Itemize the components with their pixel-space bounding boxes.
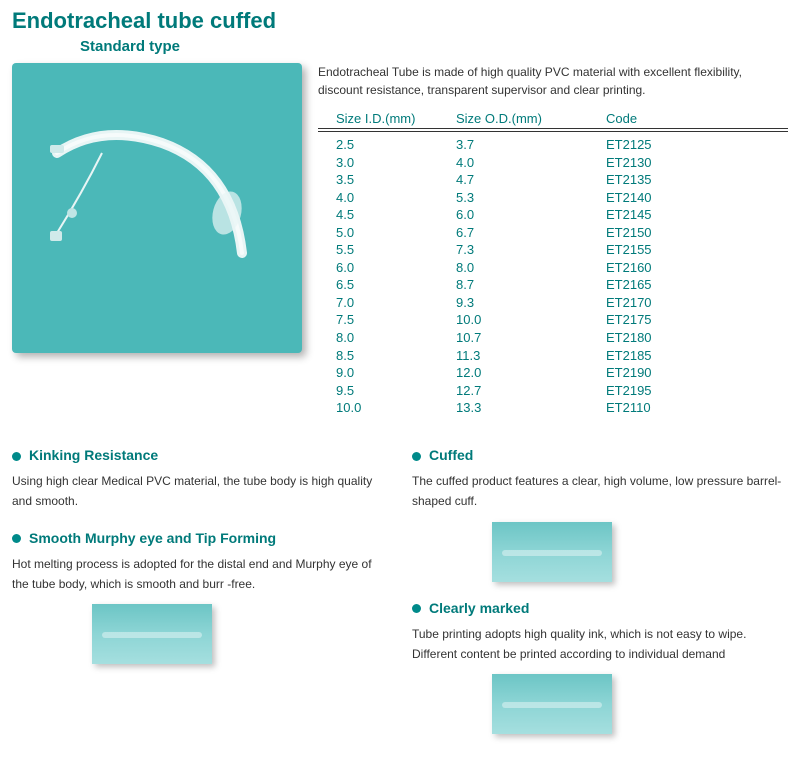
feature-block: Clearly marked Tube printing adopts high … — [412, 600, 788, 735]
table-row: 3.54.7ET2135 — [318, 171, 788, 189]
cell-code: ET2195 — [578, 382, 698, 400]
cell-code: ET2110 — [578, 399, 698, 417]
cell-code: ET2185 — [578, 347, 698, 365]
feature-block: Smooth Murphy eye and Tip Forming Hot mel… — [12, 530, 388, 665]
cell-code: ET2175 — [578, 311, 698, 329]
cell-code: ET2190 — [578, 364, 698, 382]
table-body: 2.53.7ET21253.04.0ET21303.54.7ET21354.05… — [318, 132, 788, 417]
feature-thumbnail — [492, 674, 612, 734]
cell-id: 6.5 — [318, 276, 448, 294]
feature-title: Smooth Murphy eye and Tip Forming — [12, 530, 388, 546]
cell-od: 12.7 — [448, 382, 578, 400]
cell-od: 13.3 — [448, 399, 578, 417]
table-header: Size I.D.(mm) Size O.D.(mm) Code — [318, 109, 788, 132]
cell-od: 4.7 — [448, 171, 578, 189]
feature-block: Cuffed The cuffed product features a clea… — [412, 447, 788, 582]
cell-od: 10.0 — [448, 311, 578, 329]
cell-od: 3.7 — [448, 136, 578, 154]
cell-code: ET2165 — [578, 276, 698, 294]
cell-od: 12.0 — [448, 364, 578, 382]
feature-description: Using high clear Medical PVC material, t… — [12, 471, 388, 512]
table-row: 10.013.3ET2110 — [318, 399, 788, 417]
cell-id: 2.5 — [318, 136, 448, 154]
cell-od: 8.0 — [448, 259, 578, 277]
feature-description: The cuffed product features a clear, hig… — [412, 471, 788, 512]
cell-code: ET2130 — [578, 154, 698, 172]
cell-id: 4.5 — [318, 206, 448, 224]
table-row: 2.53.7ET2125 — [318, 136, 788, 154]
spec-table: Size I.D.(mm) Size O.D.(mm) Code 2.53.7E… — [318, 109, 788, 417]
cell-od: 6.0 — [448, 206, 578, 224]
th-code: Code — [578, 111, 698, 126]
cell-id: 3.5 — [318, 171, 448, 189]
table-row: 4.56.0ET2145 — [318, 206, 788, 224]
cell-od: 8.7 — [448, 276, 578, 294]
table-row: 4.05.3ET2140 — [318, 189, 788, 207]
th-id: Size I.D.(mm) — [318, 111, 448, 126]
cell-od: 6.7 — [448, 224, 578, 242]
page-title: Endotracheal tube cuffed — [0, 0, 800, 38]
cell-id: 8.0 — [318, 329, 448, 347]
feature-title: Clearly marked — [412, 600, 788, 616]
bullet-icon — [12, 452, 21, 461]
cell-code: ET2160 — [578, 259, 698, 277]
feature-title: Cuffed — [412, 447, 788, 463]
cell-id: 4.0 — [318, 189, 448, 207]
cell-id: 7.0 — [318, 294, 448, 312]
table-row: 5.06.7ET2150 — [318, 224, 788, 242]
feature-description: Hot melting process is adopted for the d… — [12, 554, 388, 595]
th-od: Size O.D.(mm) — [448, 111, 578, 126]
table-row: 6.08.0ET2160 — [318, 259, 788, 277]
feature-title: Kinking Resistance — [12, 447, 388, 463]
product-main-image — [12, 63, 302, 353]
cell-code: ET2125 — [578, 136, 698, 154]
cell-od: 4.0 — [448, 154, 578, 172]
table-row: 8.010.7ET2180 — [318, 329, 788, 347]
cell-code: ET2155 — [578, 241, 698, 259]
cell-id: 9.0 — [318, 364, 448, 382]
cell-od: 11.3 — [448, 347, 578, 365]
cell-id: 5.5 — [318, 241, 448, 259]
cell-od: 10.7 — [448, 329, 578, 347]
cell-code: ET2140 — [578, 189, 698, 207]
cell-od: 5.3 — [448, 189, 578, 207]
table-row: 7.09.3ET2170 — [318, 294, 788, 312]
cell-code: ET2170 — [578, 294, 698, 312]
feature-block: Kinking Resistance Using high clear Medic… — [12, 447, 388, 512]
table-row: 8.511.3ET2185 — [318, 347, 788, 365]
cell-id: 9.5 — [318, 382, 448, 400]
feature-thumbnail — [492, 522, 612, 582]
subtitle: Standard type — [0, 38, 800, 63]
cell-id: 3.0 — [318, 154, 448, 172]
cell-code: ET2145 — [578, 206, 698, 224]
cell-od: 7.3 — [448, 241, 578, 259]
cell-id: 6.0 — [318, 259, 448, 277]
features-left-column: Kinking Resistance Using high clear Medic… — [12, 447, 388, 753]
table-row: 3.04.0ET2130 — [318, 154, 788, 172]
cell-code: ET2180 — [578, 329, 698, 347]
table-row: 7.510.0ET2175 — [318, 311, 788, 329]
cell-id: 7.5 — [318, 311, 448, 329]
bullet-icon — [12, 534, 21, 543]
table-row: 6.58.7ET2165 — [318, 276, 788, 294]
table-row: 9.512.7ET2195 — [318, 382, 788, 400]
product-description: Endotracheal Tube is made of high qualit… — [318, 63, 788, 99]
bullet-icon — [412, 604, 421, 613]
table-row: 5.57.3ET2155 — [318, 241, 788, 259]
cell-code: ET2150 — [578, 224, 698, 242]
feature-description: Tube printing adopts high quality ink, w… — [412, 624, 788, 665]
cell-code: ET2135 — [578, 171, 698, 189]
cell-id: 10.0 — [318, 399, 448, 417]
bullet-icon — [412, 452, 421, 461]
features-right-column: Cuffed The cuffed product features a clea… — [412, 447, 788, 753]
cell-od: 9.3 — [448, 294, 578, 312]
feature-thumbnail — [92, 604, 212, 664]
cell-id: 8.5 — [318, 347, 448, 365]
cell-id: 5.0 — [318, 224, 448, 242]
table-row: 9.012.0ET2190 — [318, 364, 788, 382]
